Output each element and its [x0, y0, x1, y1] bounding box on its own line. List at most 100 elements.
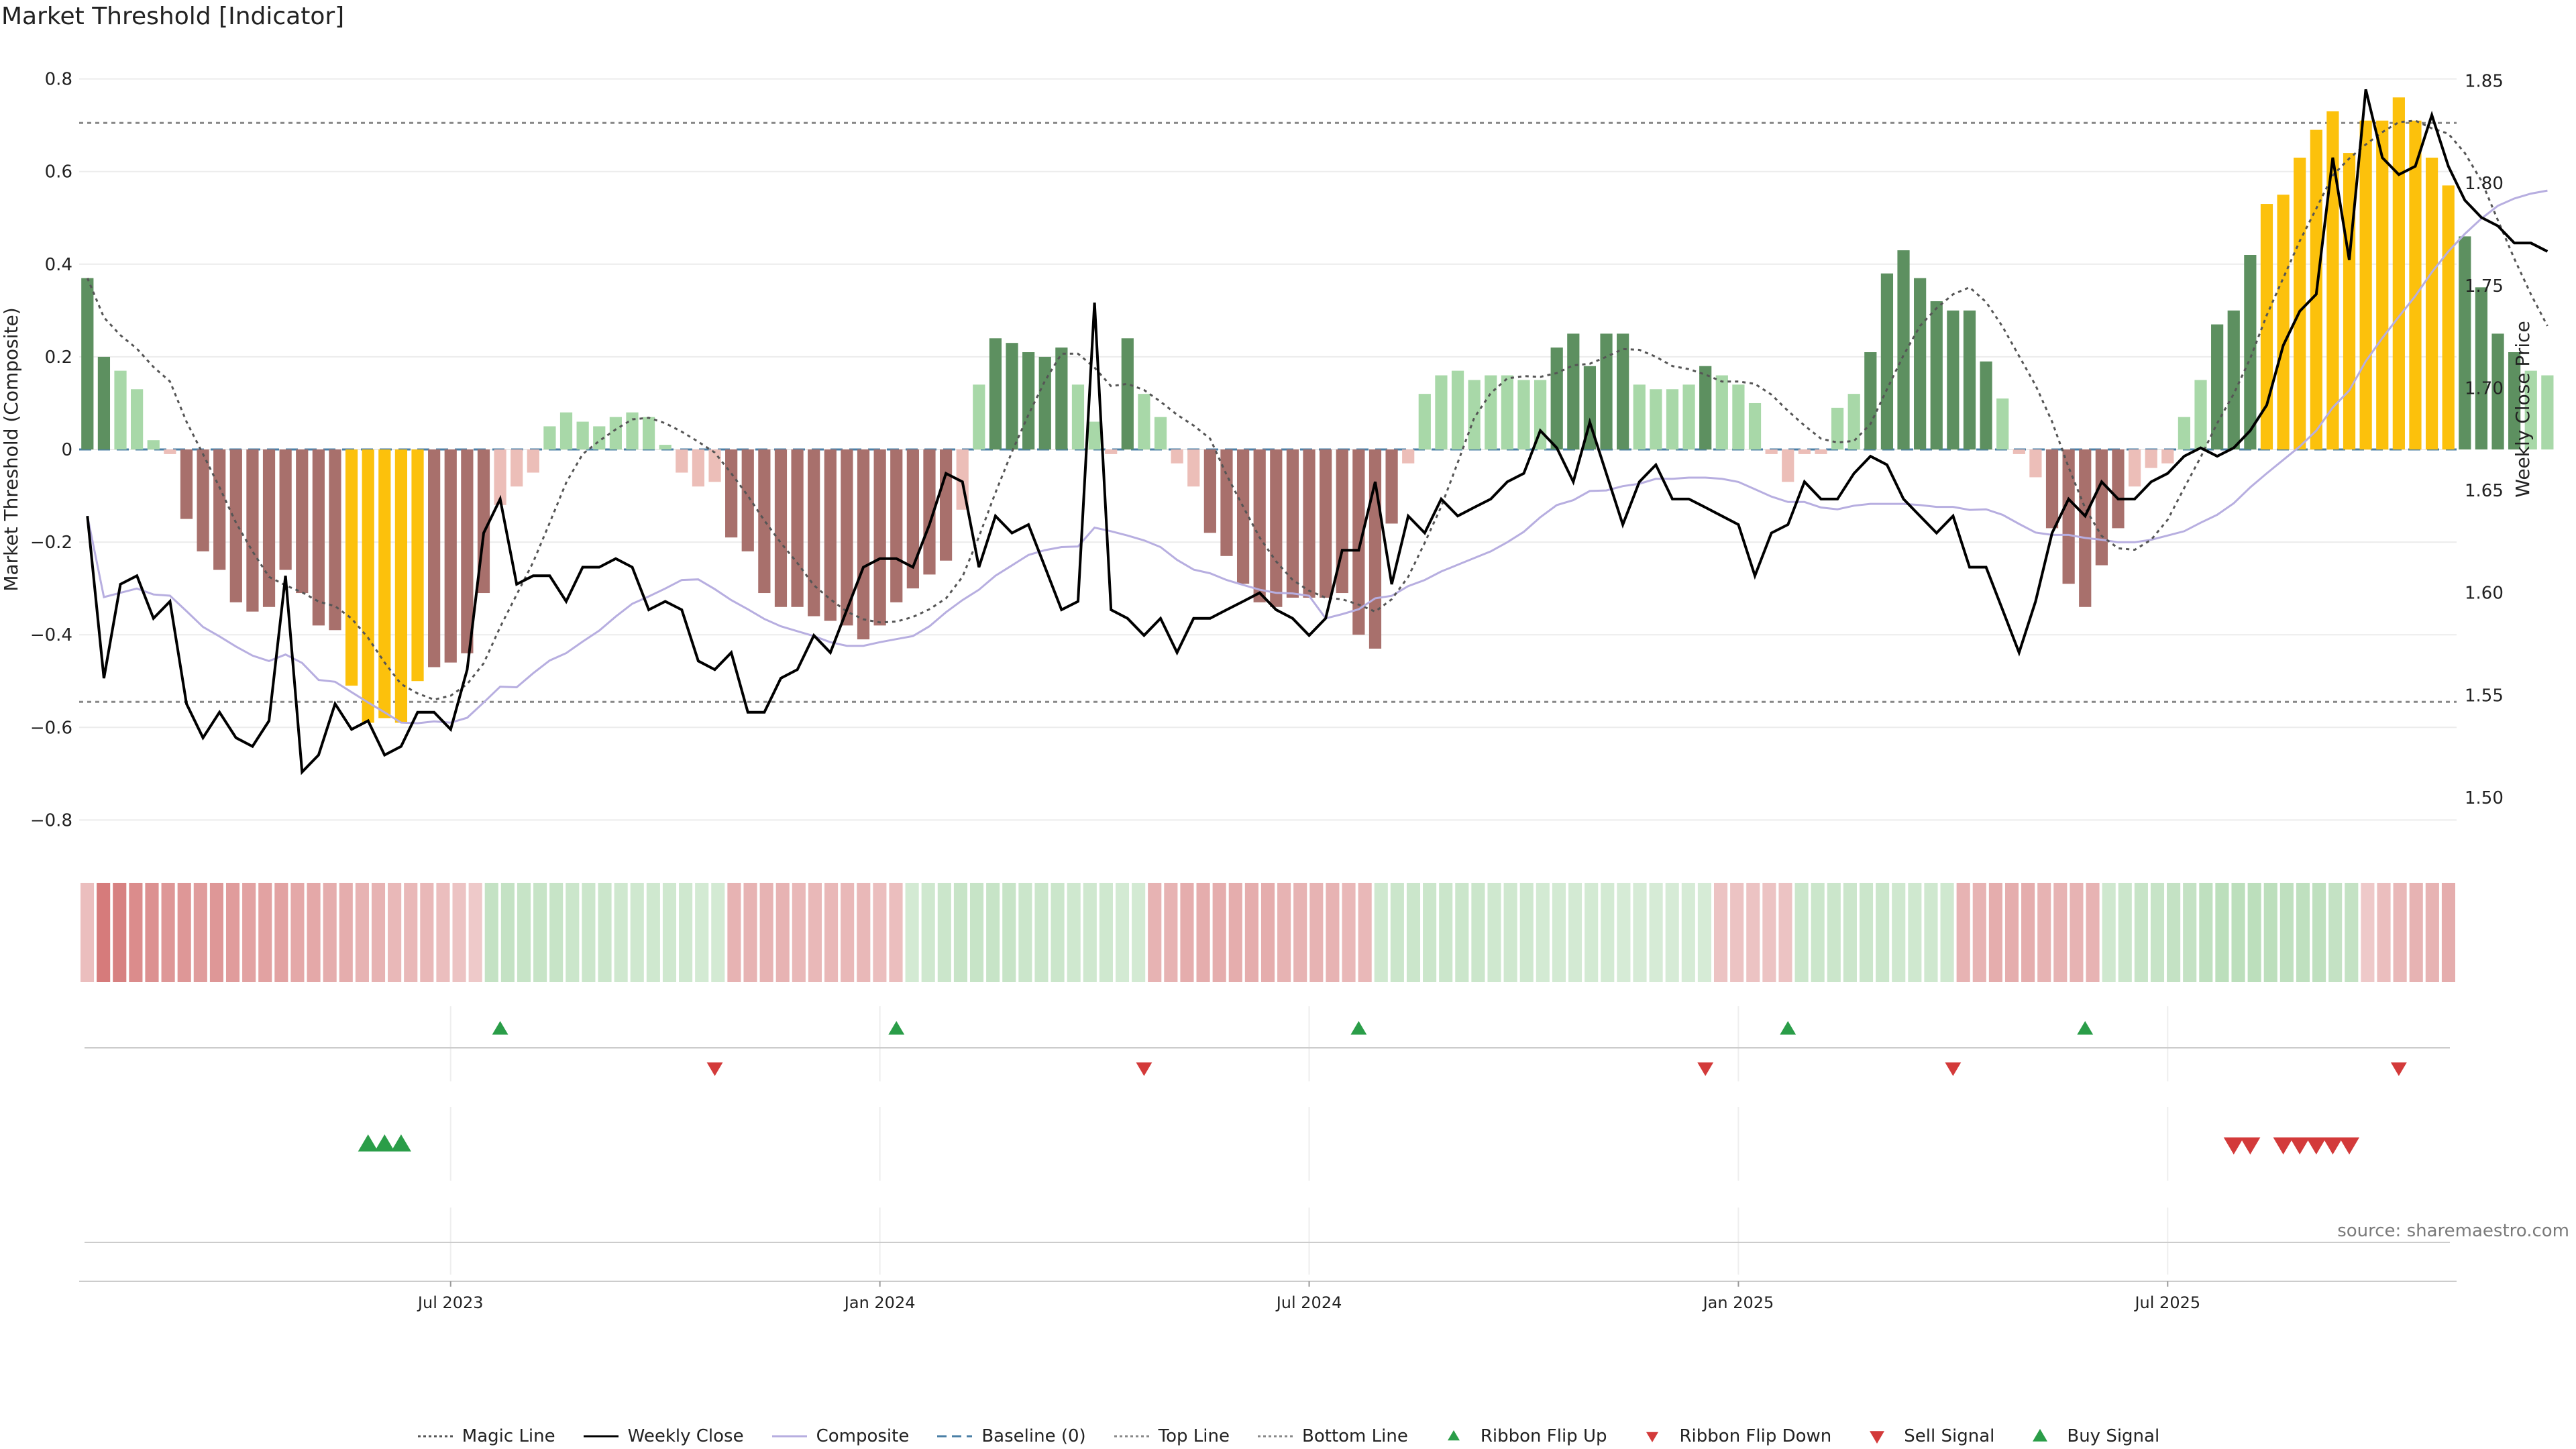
ribbon-cell	[193, 883, 207, 982]
legend-item: Buy Signal	[2021, 1426, 2159, 1446]
ribbon-cell	[630, 883, 644, 982]
composite-bar	[1352, 449, 1365, 635]
composite-bar	[1864, 352, 1877, 449]
ribbon-cell	[274, 883, 288, 982]
ribbon-cell	[1908, 883, 1922, 982]
composite-bar	[1236, 449, 1250, 584]
composite-bar	[1617, 333, 1629, 449]
chart-title: Market Threshold [Indicator]	[1, 3, 345, 30]
composite-bar	[1485, 375, 1497, 449]
ribbon-cell	[1244, 883, 1258, 982]
composite-bar	[180, 449, 193, 519]
ribbon-cell	[1196, 883, 1210, 982]
ribbon-cell	[1778, 883, 1792, 982]
ribbon-cell	[1423, 883, 1437, 982]
legend-item: Weekly Close	[582, 1426, 744, 1446]
composite-bar	[131, 389, 144, 449]
x-tick-label: Jul 2023	[417, 1293, 484, 1312]
ribbon-cell	[1730, 883, 1744, 982]
composite-bar	[197, 449, 209, 551]
ribbon-cell	[1794, 883, 1809, 982]
ribbon-cell	[1309, 883, 1324, 982]
x-tick-label: Jul 2025	[2133, 1293, 2200, 1312]
composite-bar	[725, 449, 738, 538]
composite-bar	[262, 449, 276, 607]
legend-label: Top Line	[1158, 1426, 1230, 1446]
composite-bar	[1187, 449, 1200, 487]
composite-bar	[1402, 449, 1415, 464]
composite-bar	[2392, 97, 2405, 449]
x-tick-label: Jan 2024	[843, 1293, 916, 1312]
ribbon-cell	[1681, 883, 1695, 982]
composite-bar	[576, 421, 589, 449]
legend-swatch-icon	[1646, 1432, 1659, 1442]
left-tick-label: 0.8	[45, 70, 72, 90]
composite-bar	[1368, 449, 1382, 649]
composite-bar	[1336, 449, 1348, 594]
composite-bar	[559, 412, 573, 449]
ribbon-cell	[1503, 883, 1517, 982]
right-tick-label: 1.55	[2465, 686, 2504, 706]
composite-bar	[1567, 333, 1580, 449]
composite-bar	[1765, 449, 1778, 454]
legend-swatch-icon	[937, 1435, 973, 1438]
composite-bar	[461, 449, 474, 653]
legend-item: Baseline (0)	[936, 1426, 1086, 1446]
composite-bar	[2012, 449, 2025, 454]
composite-bar	[527, 449, 539, 473]
composite-bar	[2260, 204, 2273, 449]
composite-bar	[345, 449, 358, 686]
legend-label: Buy Signal	[2067, 1426, 2160, 1446]
composite-bar	[1666, 389, 1679, 449]
x-axis: Jul 2023 Jan 2024 Jul 2024 Jan 2025 Jul 2025	[79, 1281, 2457, 1312]
composite-bar	[2442, 185, 2455, 449]
ribbon-cell	[420, 883, 434, 982]
ribbon-cell	[500, 883, 515, 982]
ribbon-cell	[323, 883, 337, 982]
legend-label: Sell Signal	[1904, 1426, 1995, 1446]
buy-signal-marker	[374, 1134, 395, 1152]
composite-bar	[1914, 278, 1927, 449]
ribbon-cell	[307, 883, 321, 982]
ribbon-cell	[1164, 883, 1178, 982]
ribbon-cell	[1665, 883, 1679, 982]
composite-bar	[1171, 449, 1183, 464]
legend-label: Baseline (0)	[981, 1426, 1086, 1446]
legend-label: Composite	[816, 1426, 910, 1446]
ribbon-cell	[1649, 883, 1663, 982]
legend-label: Magic Line	[462, 1426, 555, 1446]
composite-bar	[791, 449, 804, 607]
composite-bar	[97, 356, 111, 449]
legend-swatch-icon	[1258, 1435, 1293, 1438]
composite-bar	[362, 449, 374, 723]
ribbon-cell	[1293, 883, 1307, 982]
ribbon-cell	[2328, 883, 2343, 982]
composite-bar	[2112, 449, 2125, 529]
ribbon-cell	[533, 883, 547, 982]
composite-bar	[2244, 255, 2257, 449]
composite-bar	[81, 278, 94, 449]
composite-bar	[511, 449, 523, 487]
left-tick-label: 0.2	[45, 347, 72, 368]
ribbon-flip-up-marker	[1350, 1021, 1367, 1035]
composite-bar	[758, 449, 771, 594]
ribbon-cell	[1002, 883, 1016, 982]
composite-bar	[1880, 273, 1894, 449]
right-tick-label: 1.85	[2465, 72, 2504, 92]
ribbon-cell	[1051, 883, 1065, 982]
composite-bar	[2128, 449, 2141, 487]
ribbon-cell	[1487, 883, 1501, 982]
legend-label: Ribbon Flip Up	[1480, 1426, 1607, 1446]
series-lines	[86, 89, 2548, 775]
ribbon-cell	[549, 883, 564, 982]
composite-bar	[428, 449, 441, 667]
composite-bar	[2029, 449, 2042, 478]
ribbon-strip	[80, 883, 2455, 982]
composite-bar	[1038, 356, 1051, 449]
legend-swatch-icon	[771, 1435, 807, 1438]
composite-bar	[164, 449, 176, 454]
legend-item: Composite	[771, 1426, 910, 1446]
ribbon-cell	[841, 883, 855, 982]
composite-bar	[1203, 449, 1216, 533]
